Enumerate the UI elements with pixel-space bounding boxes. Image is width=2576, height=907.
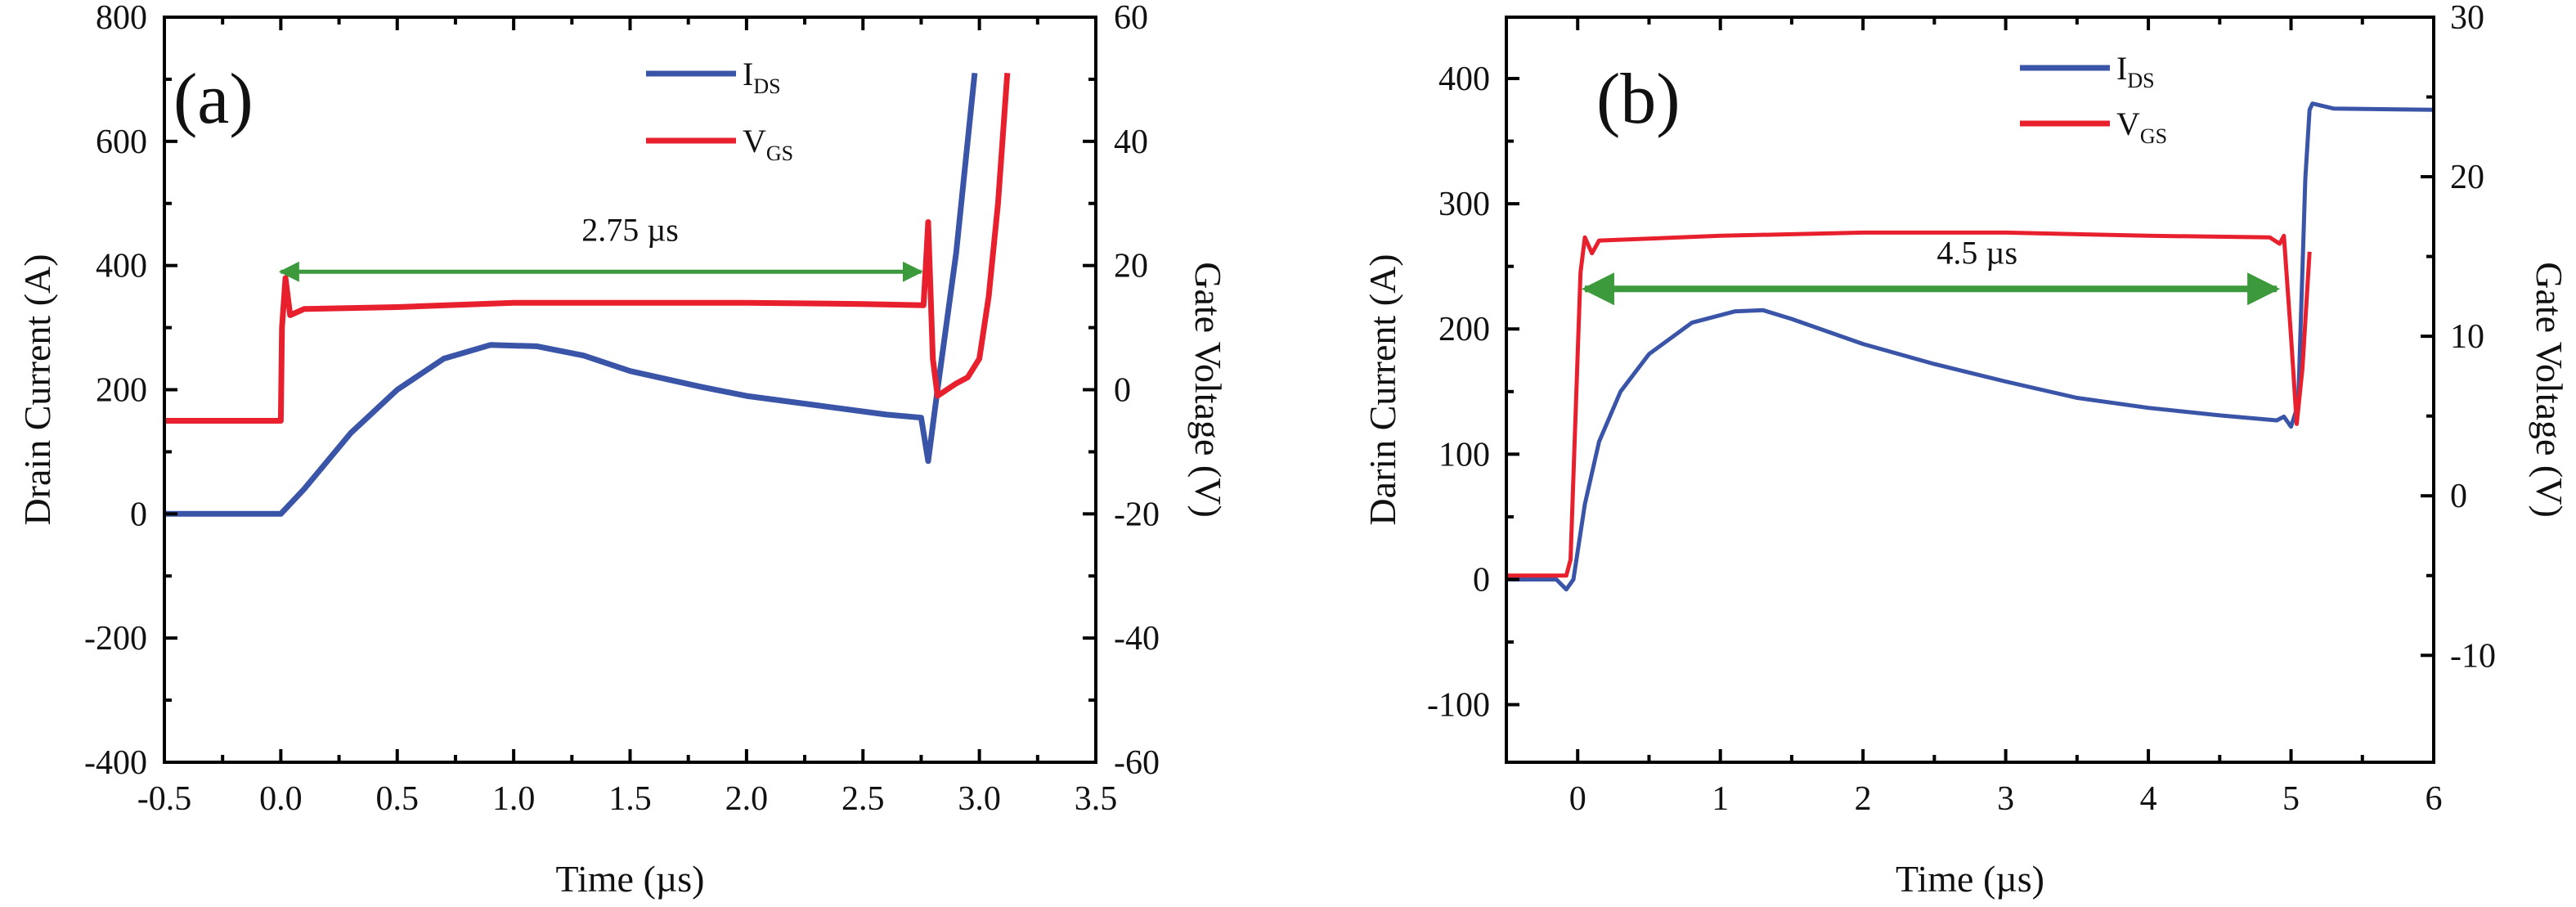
y-left-tick-label: -400 bbox=[84, 744, 147, 782]
y-left-tick-label: 200 bbox=[96, 372, 147, 410]
x-tick-label: 2.0 bbox=[725, 780, 769, 818]
y-right-axis-label: Gate Voltage (V) bbox=[1187, 262, 1229, 518]
legend: IDS VGS bbox=[646, 56, 793, 165]
y-left-axis-label: Drain Current (A) bbox=[16, 254, 58, 525]
x-tick-label: 3 bbox=[1997, 780, 2014, 818]
y-left-axis-label: Darin Current (A) bbox=[1362, 254, 1403, 525]
series-line-vgs bbox=[164, 73, 1011, 424]
y-left-tick-label: 0 bbox=[130, 496, 147, 533]
y-right-tick-label: 60 bbox=[1114, 0, 1148, 37]
legend-label-subscript: DS bbox=[2127, 69, 2154, 92]
y-left-tick-label: 400 bbox=[1438, 61, 1490, 98]
x-tick-label: 1.5 bbox=[608, 780, 652, 818]
x-axis-label: Time (µs) bbox=[1896, 858, 2044, 900]
plot-frame bbox=[1505, 16, 2435, 764]
x-axis-label: Time (µs) bbox=[555, 858, 704, 900]
x-tick-label: 6 bbox=[2426, 780, 2443, 818]
legend-label-subscript: GS bbox=[766, 141, 793, 165]
y-right-tick-label: 20 bbox=[2450, 159, 2484, 196]
x-tick-label: 1 bbox=[1712, 780, 1729, 818]
y-left-tick-label: 100 bbox=[1438, 436, 1490, 474]
legend-label: VGS bbox=[743, 123, 793, 165]
y-right-tick-label: 10 bbox=[2450, 318, 2484, 356]
panel-label: (a) bbox=[173, 60, 254, 139]
y-right-tick-label: -20 bbox=[1114, 496, 1160, 533]
y-right-axis-label: Gate Voltage (V) bbox=[2529, 262, 2570, 518]
y-left-tick-label: -200 bbox=[84, 620, 147, 658]
y-right-tick-label: 0 bbox=[1114, 372, 1131, 410]
x-tick-label: -0.5 bbox=[137, 780, 192, 818]
y-right-tick-label: -10 bbox=[2450, 637, 2496, 675]
y-right-tick-label: -40 bbox=[1114, 620, 1160, 658]
x-tick-label: 2 bbox=[1855, 780, 1872, 818]
x-tick-label: 0.5 bbox=[376, 780, 420, 818]
y-left-tick-label: 600 bbox=[96, 123, 147, 161]
legend-label-subscript: DS bbox=[753, 74, 780, 98]
x-tick-label: 3.5 bbox=[1075, 780, 1118, 818]
legend-label-main: I bbox=[743, 56, 753, 92]
x-tick-label: 1.0 bbox=[492, 780, 536, 818]
panel-label: (b) bbox=[1596, 60, 1681, 139]
x-tick-label: 0 bbox=[1569, 780, 1586, 818]
x-tick-label: 5 bbox=[2282, 780, 2300, 818]
legend-label-subscript: GS bbox=[2140, 124, 2167, 148]
y-left-tick-label: 0 bbox=[1473, 561, 1490, 599]
y-right-tick-label: 20 bbox=[1114, 248, 1148, 285]
series-line-ids bbox=[164, 72, 978, 517]
series-line-ids bbox=[1506, 101, 2435, 592]
y-right-tick-label: -60 bbox=[1114, 744, 1160, 782]
y-left-tick-label: 200 bbox=[1438, 311, 1490, 348]
legend-label: IDS bbox=[2116, 50, 2155, 92]
y-left-tick-label: 300 bbox=[1438, 186, 1490, 223]
y-left-tick-label: 400 bbox=[96, 248, 147, 285]
x-tick-label: 0.0 bbox=[259, 780, 303, 818]
legend: IDS VGS bbox=[2020, 50, 2167, 148]
legend-label-main: V bbox=[743, 123, 766, 159]
series-line-vgs bbox=[1506, 230, 2312, 578]
y-right-tick-label: 30 bbox=[2450, 0, 2484, 37]
legend-label: VGS bbox=[2116, 106, 2167, 148]
y-right-tick-label: 40 bbox=[1114, 123, 1148, 161]
y-left-tick-label: -100 bbox=[1427, 687, 1490, 725]
duration-label: 4.5 µs bbox=[1936, 235, 2017, 272]
legend-label-main: V bbox=[2116, 106, 2140, 142]
plot-frame bbox=[163, 16, 1097, 764]
legend-label: IDS bbox=[743, 56, 781, 98]
x-tick-label: 4 bbox=[2140, 780, 2157, 818]
legend-label-main: I bbox=[2116, 50, 2127, 87]
y-left-tick-label: 800 bbox=[96, 0, 147, 37]
x-tick-label: 3.0 bbox=[958, 780, 1001, 818]
panel-a: -0.5 0.0 0.5 1.0 1.5 2.0 2.5 3.0 3.5-400-2000200… bbox=[16, 0, 1229, 900]
duration-label: 2.75 µs bbox=[581, 211, 679, 248]
y-right-tick-label: 0 bbox=[2450, 478, 2467, 515]
x-tick-label: 2.5 bbox=[841, 780, 885, 818]
